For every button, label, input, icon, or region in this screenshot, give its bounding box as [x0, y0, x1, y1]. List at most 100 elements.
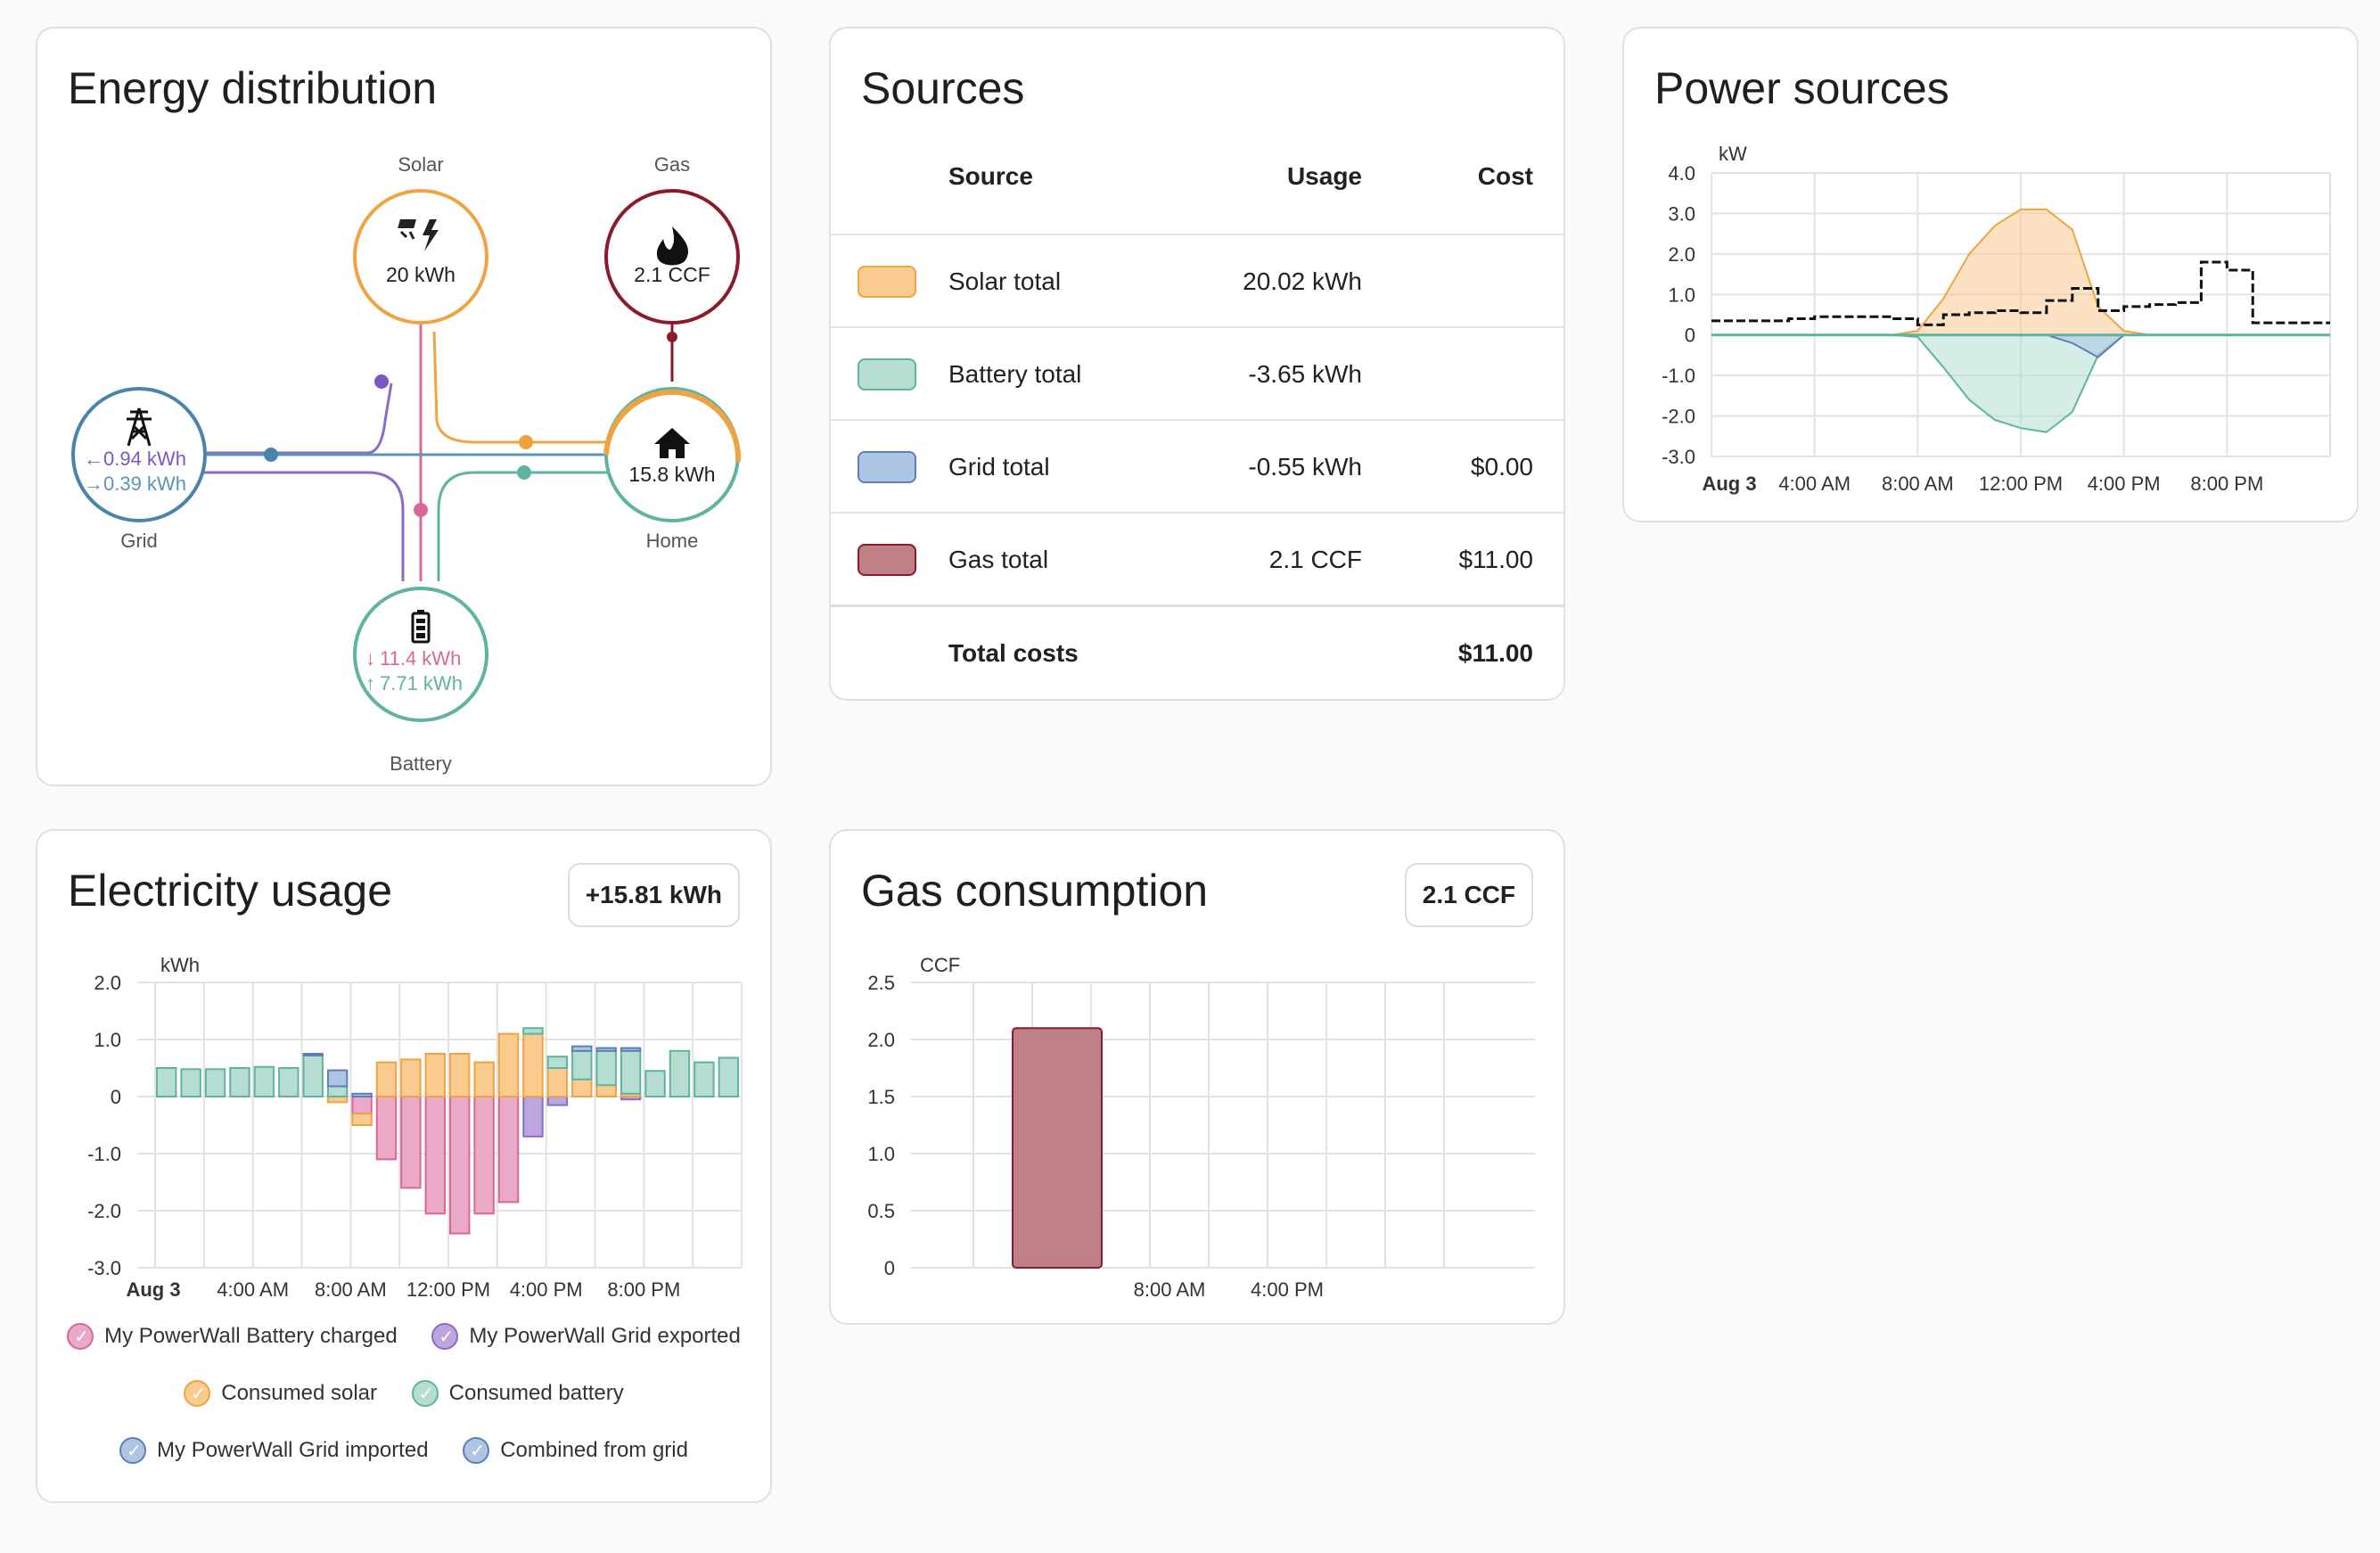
legend-label: Consumed battery	[448, 1381, 624, 1405]
y-tick-label: 1.0	[1668, 283, 1695, 306]
battery-charged-bar	[473, 1096, 495, 1215]
y-unit-label: kW	[1719, 143, 1747, 165]
battery-charged-bar	[497, 1096, 520, 1204]
card-title: Power sources	[1654, 63, 1949, 113]
y-tick-label: 0	[884, 1257, 895, 1279]
power-sources-card: Power sources 4.0 3.0 2.0 1.0 0 -1.0 -2.0 -3.0 k…	[1622, 27, 2359, 522]
consumed-battery-bar	[644, 1070, 666, 1097]
combined-grid-bar	[571, 1045, 593, 1052]
home-value: 15.8 kWh	[628, 463, 715, 486]
y-tick-label: 1.5	[867, 1086, 895, 1108]
consumed-battery-bar	[595, 1049, 617, 1087]
x-tick-label: 8:00 AM	[1134, 1278, 1206, 1301]
battery-charged-bar	[400, 1096, 422, 1189]
y-tick-label: 2.0	[94, 972, 121, 994]
consumed-solar-bar	[497, 1032, 520, 1097]
grid-imported-bar	[326, 1069, 349, 1088]
x-tick-label: 4:00 PM	[2088, 472, 2161, 495]
consumed-solar-bar	[375, 1061, 398, 1098]
consumed-battery-bar	[302, 1054, 324, 1097]
source-row-grid: Grid total -0.55 kWh $0.00	[831, 419, 1563, 512]
x-tick-label: 4:00 AM	[1778, 472, 1851, 495]
grid-in-value: 0.94 kWh	[103, 448, 186, 470]
consumed-solar-bar	[400, 1058, 422, 1097]
legend-label: My PowerWall Grid exported	[469, 1324, 741, 1348]
consumed-battery-bar	[693, 1061, 715, 1098]
grid-out-value: 0.39 kWh	[103, 472, 186, 495]
gas-swatch	[858, 544, 916, 576]
electricity-usage-card: Electricity usage +15.81 kWh 2.0 1.0 0 -1.0…	[36, 829, 772, 1503]
check-icon	[184, 1380, 211, 1407]
consumed-battery-bar	[571, 1049, 593, 1081]
grid-imported-bar	[302, 1053, 324, 1056]
battery-in-value: 11.4 kWh	[380, 647, 461, 670]
chart-legend-row-1: My PowerWall Battery charged My PowerWal…	[37, 1323, 770, 1356]
chart-legend-row-3: My PowerWall Grid imported Combined from…	[37, 1437, 770, 1470]
battery-charged-bar	[375, 1096, 398, 1161]
y-tick-label: 2.5	[867, 972, 895, 994]
consumed-solar-bar	[595, 1084, 617, 1097]
solar-node	[353, 189, 488, 325]
source-usage: -3.65 kWh	[1248, 360, 1362, 388]
y-tick-label: -1.0	[1662, 365, 1695, 387]
sources-card: Sources Source Usage Cost Solar total 20…	[829, 27, 1565, 701]
legend-battery-charged[interactable]: My PowerWall Battery charged	[67, 1323, 398, 1350]
solar-value: 20 kWh	[386, 263, 455, 286]
x-tick-label: Aug 3	[1702, 472, 1756, 495]
consumed-battery-bar	[204, 1068, 226, 1097]
consumed-battery-bar	[156, 1067, 177, 1097]
y-tick-label: -1.0	[87, 1143, 121, 1165]
electricity-usage-chart: 2.0 1.0 0 -1.0 -2.0 -3.0 kWh Aug 3 4:00 AM 8:00 A…	[87, 954, 743, 1301]
solar-swatch	[858, 266, 916, 298]
consumed-battery-bar	[522, 1027, 544, 1035]
consumed-solar-bar	[473, 1061, 495, 1098]
battery-area	[1711, 333, 2330, 433]
x-tick-label: 12:00 PM	[1979, 472, 2063, 495]
legend-grid-imported[interactable]: My PowerWall Grid imported	[119, 1437, 429, 1464]
grid-node	[71, 387, 207, 522]
y-tick-label: 0.5	[867, 1200, 895, 1222]
total-costs-row: Total costs $11.00	[831, 604, 1563, 697]
legend-combined-from-grid[interactable]: Combined from grid	[463, 1437, 688, 1464]
home-ring-solar	[603, 389, 742, 463]
legend-consumed-solar[interactable]: Consumed solar	[184, 1380, 377, 1407]
battery-charged-bar	[424, 1096, 447, 1215]
x-tick-label: 8:00 AM	[1882, 472, 1954, 495]
header-cost: Cost	[1477, 162, 1533, 190]
source-usage: 20.02 kWh	[1243, 267, 1362, 295]
consumed-solar-bar	[351, 1113, 373, 1126]
legend-grid-exported[interactable]: My PowerWall Grid exported	[431, 1323, 741, 1350]
source-name: Battery total	[948, 360, 1082, 388]
fire-icon	[656, 226, 689, 266]
legend-label: Combined from grid	[500, 1438, 688, 1462]
consumed-battery-bar	[326, 1085, 349, 1097]
header-source: Source	[948, 162, 1033, 190]
battery-in-arrow: ↓	[365, 647, 375, 670]
gas-usage-bar	[1012, 1027, 1103, 1269]
grid-out-arrow: →	[84, 472, 103, 495]
check-icon	[67, 1323, 94, 1350]
grid-label: Grid	[120, 530, 158, 552]
solar-area	[1711, 208, 2330, 336]
source-usage: -0.55 kWh	[1248, 453, 1362, 481]
source-name: Grid total	[948, 453, 1050, 481]
home-consumption-line	[1711, 260, 2330, 326]
solar-label: Solar	[398, 153, 443, 176]
energy-flow-diagram: 20 kWh Solar 2.1 CCF Gas ← 0.94 kWh → 0.…	[71, 153, 742, 775]
consumed-battery-bar	[718, 1056, 739, 1097]
chart-legend-row-2: Consumed solar Consumed battery	[37, 1380, 770, 1413]
y-tick-label: 3.0	[1668, 202, 1695, 225]
y-tick-label: -2.0	[87, 1200, 121, 1222]
grid-swatch	[858, 451, 916, 483]
combined-grid-bar	[620, 1047, 642, 1052]
gas-consumption-card: Gas consumption 2.1 CCF 2.5 2.0 1.5 1.0 0.5 0…	[829, 829, 1565, 1325]
legend-label: Consumed solar	[221, 1381, 377, 1405]
legend-consumed-battery[interactable]: Consumed battery	[411, 1380, 624, 1407]
power-sources-chart: 4.0 3.0 2.0 1.0 0 -1.0 -2.0 -3.0 kW Aug 3 4:00 AM 8…	[1662, 143, 2331, 495]
x-tick-label: 8:00 PM	[2190, 472, 2263, 495]
y-tick-label: 2.0	[867, 1029, 895, 1051]
consumed-battery-bar	[546, 1056, 569, 1069]
grid-in-arrow: ←	[84, 448, 103, 470]
combined-grid-bar	[595, 1047, 617, 1052]
consumed-solar-bar	[546, 1067, 569, 1097]
